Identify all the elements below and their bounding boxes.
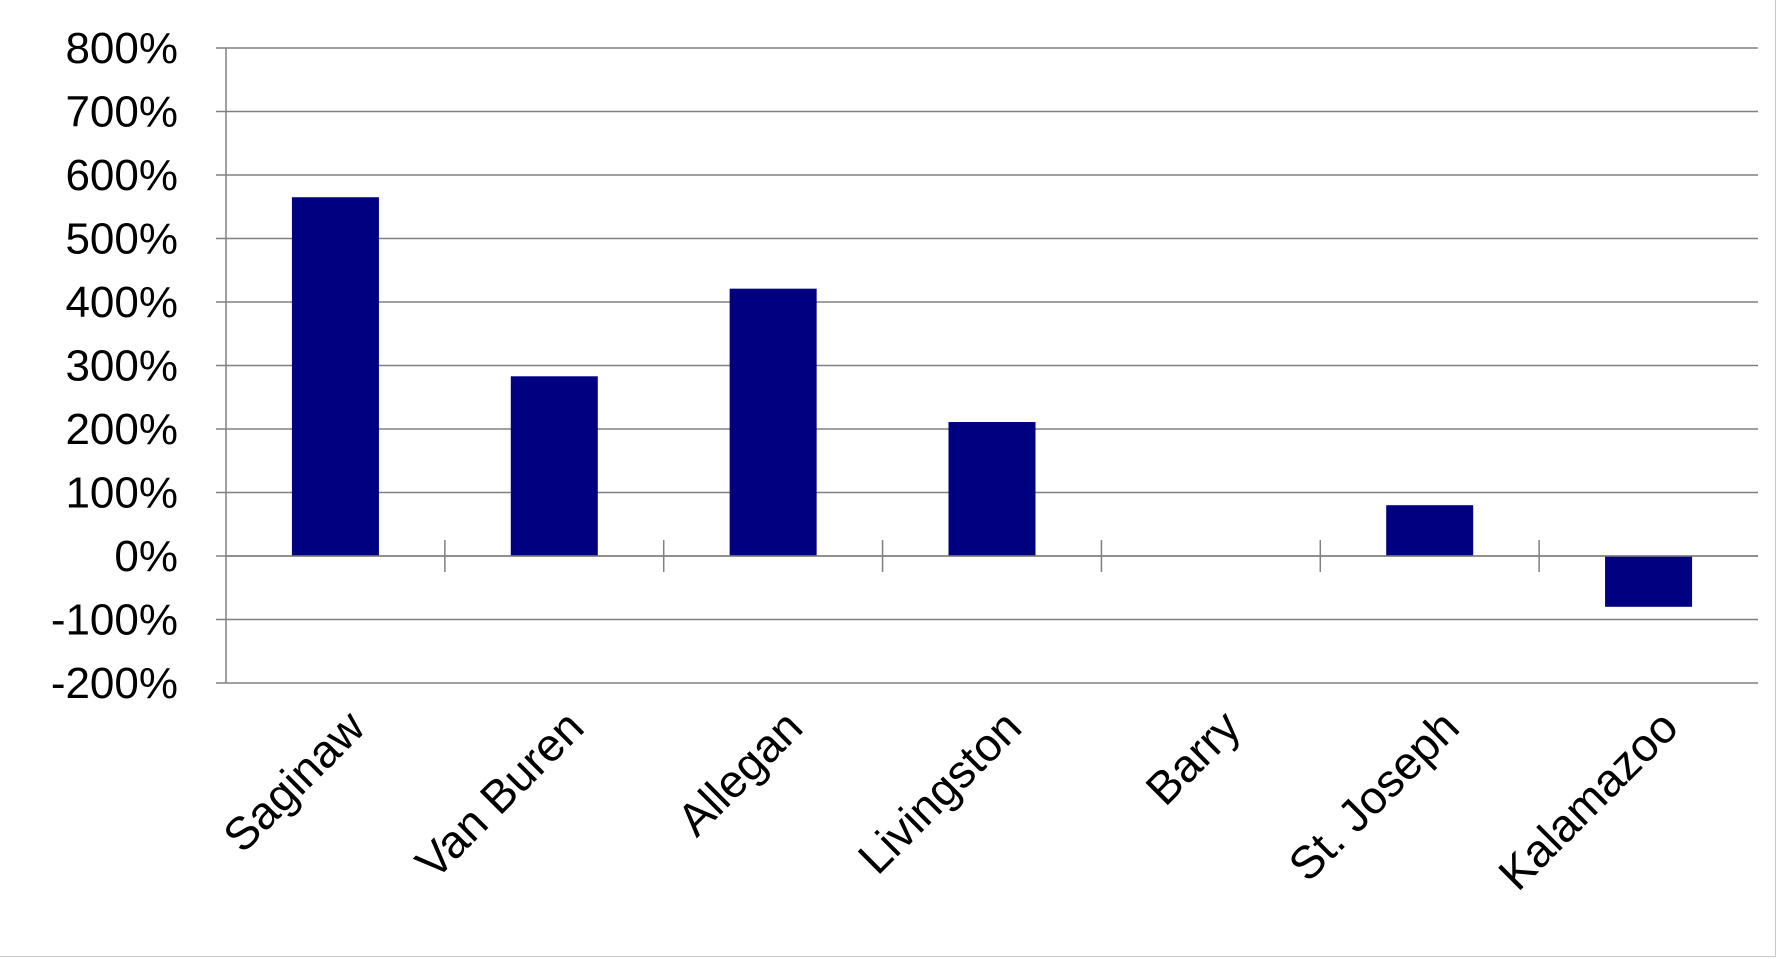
bar-kalamazoo [1605, 556, 1693, 607]
y-tick-labels: -200% -100% 0% 100% 200% 300% 400% 500% 600% 700%… [51, 24, 178, 708]
y-tick-label: -100% [51, 596, 178, 645]
y-tick-label: 200% [65, 405, 178, 454]
y-tick-label: 300% [65, 342, 178, 391]
x-category-label: Van Buren [405, 700, 593, 888]
bar-van-buren [510, 376, 598, 556]
y-tick-label: 700% [65, 88, 178, 137]
axes [225, 48, 1758, 683]
bar-allegan [729, 288, 817, 556]
bar-st-joseph [1386, 505, 1474, 556]
x-category-label: Kalamazoo [1488, 700, 1688, 900]
gridlines [216, 47, 1758, 684]
x-category-label: Livingston [848, 700, 1031, 883]
x-category-label: Allegan [667, 700, 812, 845]
y-tick-label: -200% [51, 659, 178, 708]
bars [291, 197, 1693, 607]
y-tick-label: 100% [65, 469, 178, 518]
y-tick-label: 800% [65, 24, 178, 73]
y-tick-label: 0% [114, 532, 178, 581]
x-category-label: St. Joseph [1278, 700, 1468, 890]
x-category-label: Saginaw [213, 700, 375, 862]
y-tick-label: 400% [65, 278, 178, 327]
x-category-labels: Saginaw Van Buren Allegan Livingston Barry St… [213, 700, 1688, 900]
x-category-label: Barry [1135, 700, 1249, 814]
bar-saginaw [291, 197, 379, 556]
bar-livingston [948, 422, 1036, 556]
y-tick-label: 500% [65, 215, 178, 264]
y-tick-label: 600% [65, 151, 178, 200]
